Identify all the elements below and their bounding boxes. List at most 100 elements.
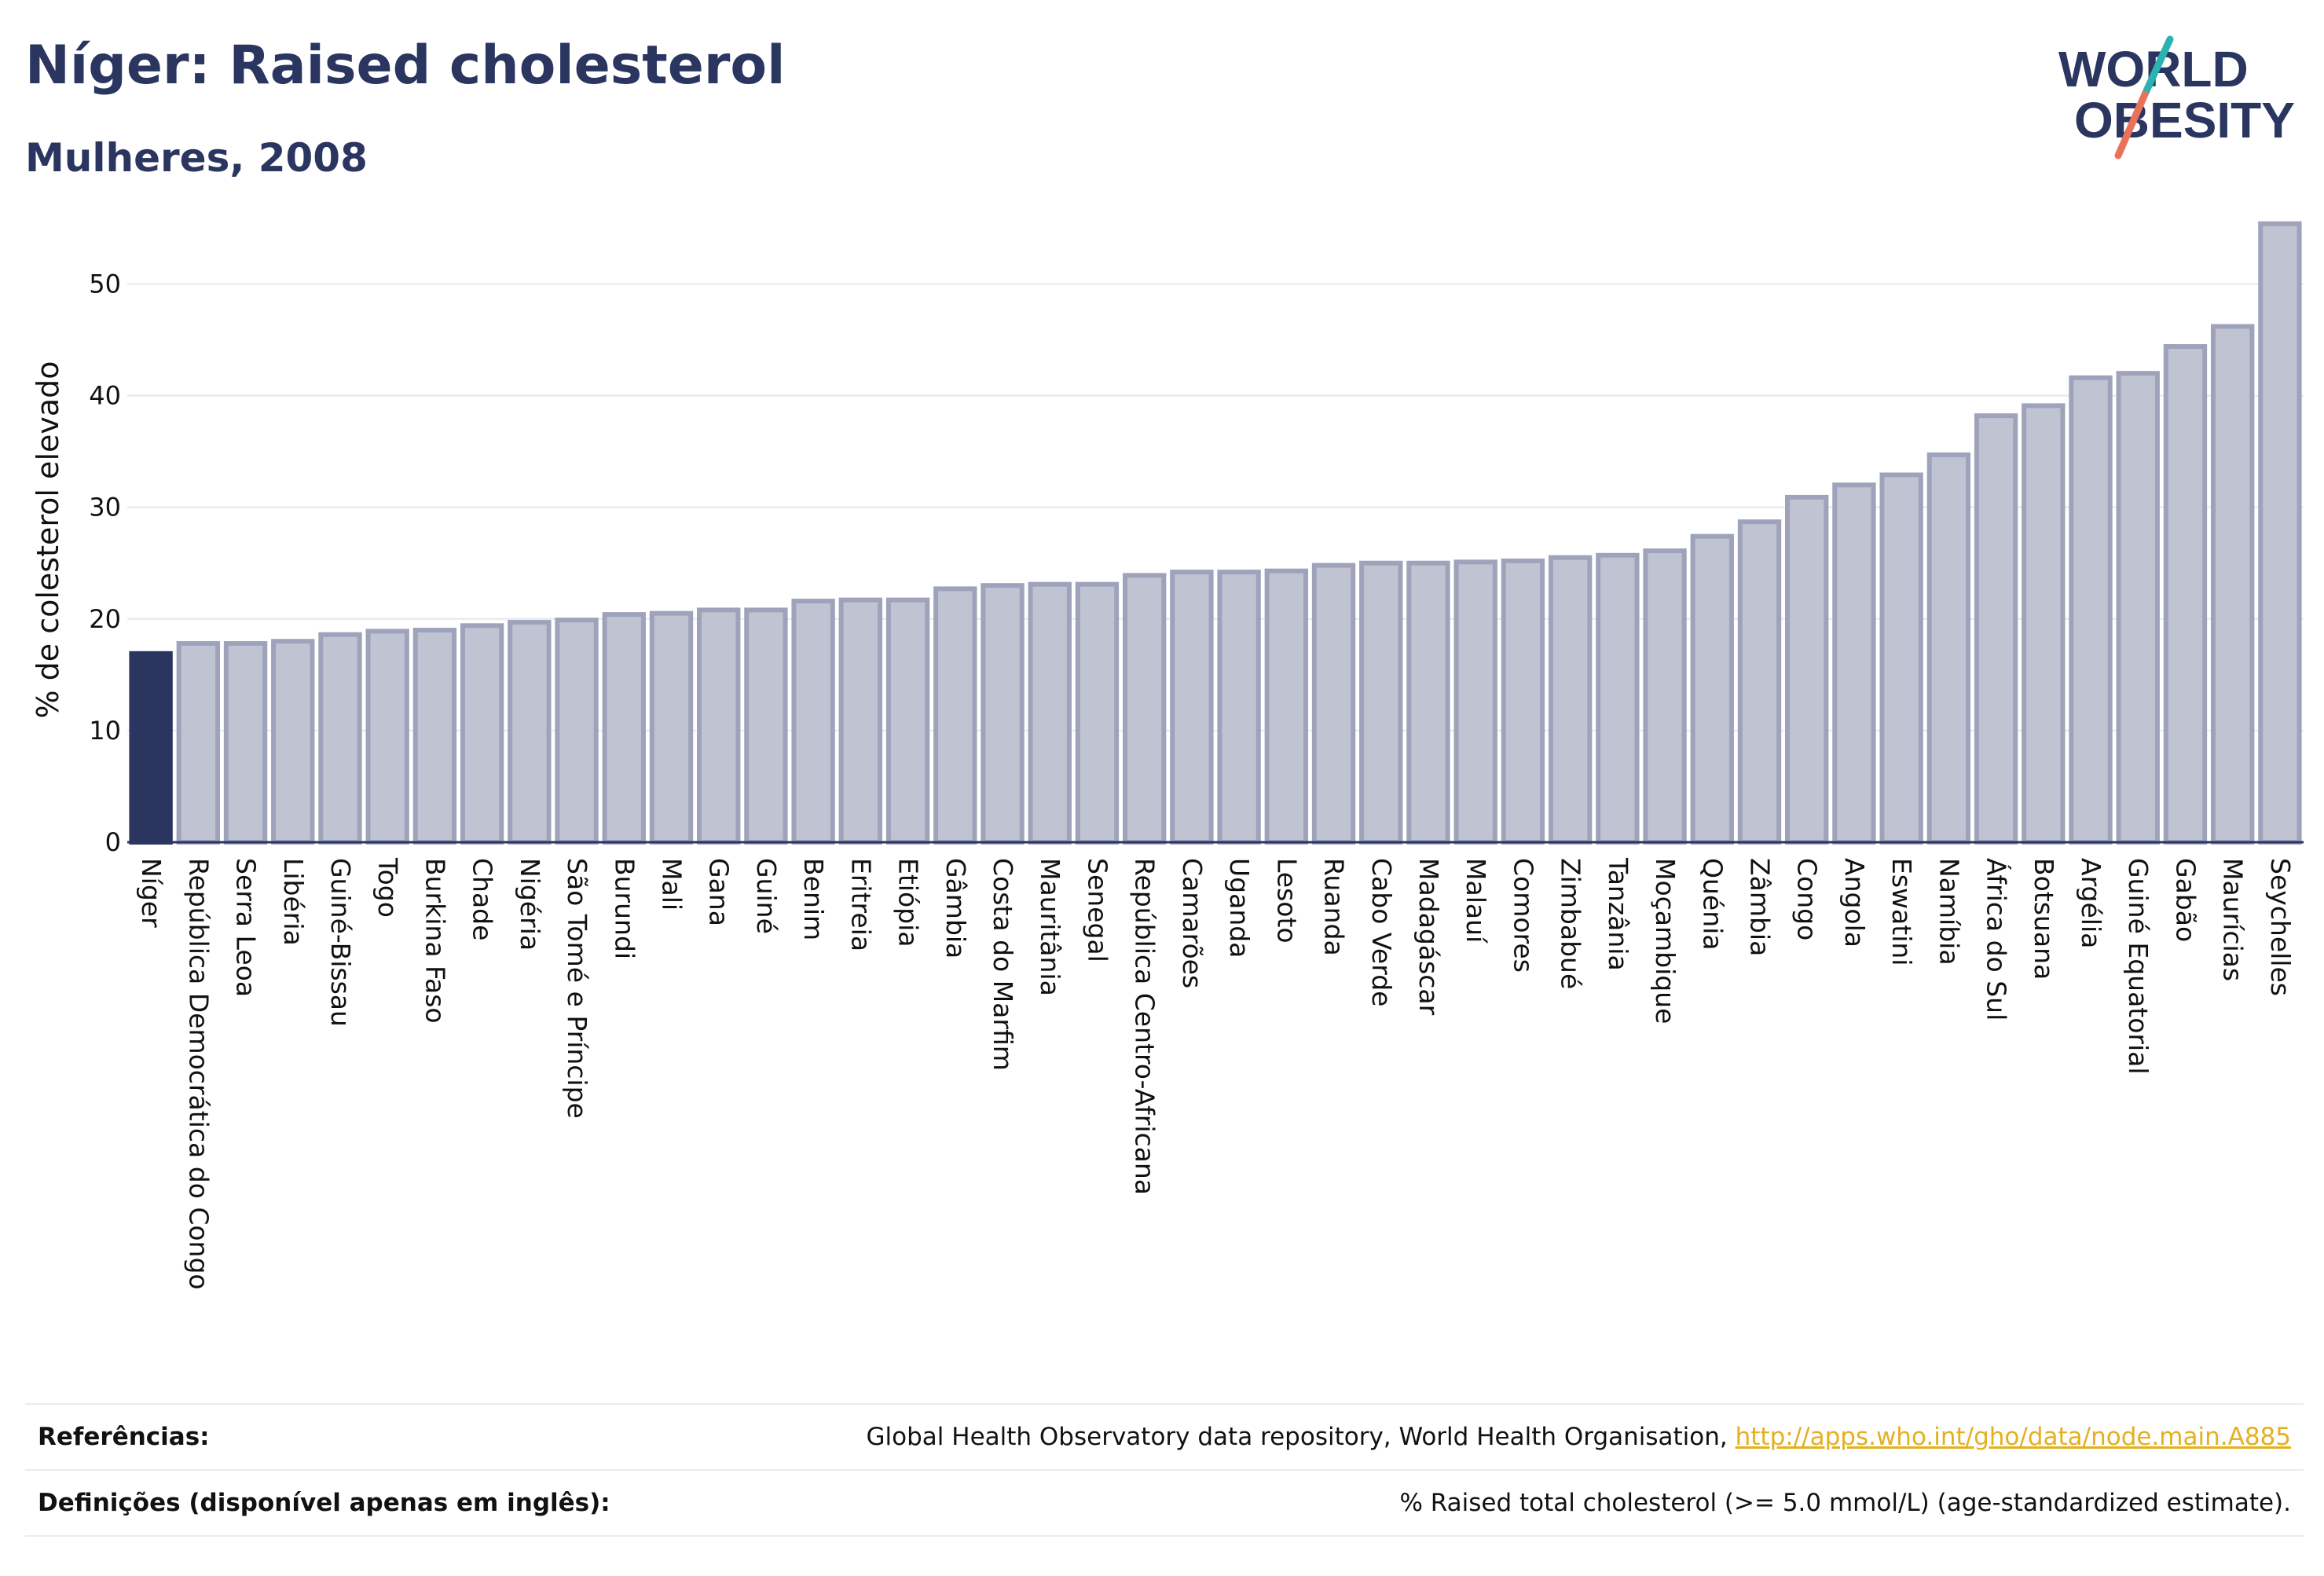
bar-burundi[interactable] [602,612,646,845]
bar-mauritânia[interactable] [1028,581,1072,845]
x-tick-label: Mauritânia [1035,858,1065,996]
bar-república-democrática-do-congo[interactable] [176,641,221,845]
definitions-label: Definições (disponível apenas em inglês)… [38,1489,610,1517]
bar-serra-leoa[interactable] [223,641,268,845]
bar-benim[interactable] [791,599,835,845]
x-tick-label: Benim [798,858,829,940]
y-tick-label: 20 [89,604,121,634]
bar-áfrica-do-sul[interactable] [1974,413,2018,845]
x-tick-label: Serra Leoa [231,858,262,997]
bar-madagáscar[interactable] [1406,560,1450,845]
x-tick-label: Madagáscar [1413,858,1444,1016]
x-tick-label: Burundi [609,858,640,959]
bar-nigéria[interactable] [508,620,552,845]
logo-slash-coral [2114,90,2149,159]
bar-zimbabué[interactable] [1548,555,1593,845]
x-tick-label: Ruanda [1319,858,1350,956]
bar-guiné-equatorial[interactable] [2116,371,2160,845]
bar-burkina-faso[interactable] [412,628,457,845]
x-tick-label: Guiné-Bissau [325,858,356,1027]
bar-eswatini[interactable] [1879,472,1923,845]
bar-zâmbia[interactable] [1737,519,1782,845]
page-subtitle: Mulheres, 2008 [25,135,368,181]
y-tick-label: 0 [105,827,121,857]
bar-lesoto[interactable] [1264,568,1309,845]
bar-chade[interactable] [460,623,504,845]
bar-namíbia[interactable] [1926,452,1971,845]
bar-cabo-verde[interactable] [1359,560,1403,845]
footer-divider-mid [25,1469,2304,1471]
definitions-text: % Raised total cholesterol (>= 5.0 mmol/… [1399,1489,2291,1517]
x-tick-label: Lesoto [1271,858,1302,944]
y-tick-label: 40 [89,381,121,411]
references-link[interactable]: http://apps.who.int/gho/data/node.main.A… [1735,1423,2291,1451]
bar-seychelles[interactable] [2258,221,2302,845]
footer-divider-bottom [25,1535,2304,1537]
bar-tanzânia[interactable] [1596,552,1640,845]
references-label: Referências: [38,1423,210,1451]
x-tick-label: Uganda [1224,858,1255,958]
x-tick-label: Libéria [278,858,309,946]
bar-senegal[interactable] [1075,581,1120,845]
x-tick-label: Senegal [1082,858,1113,962]
bar-gabão[interactable] [2163,344,2208,845]
x-tick-label: Tanzânia [1603,857,1633,971]
x-tick-label: Eswatini [1886,858,1917,966]
bar-mali[interactable] [649,610,694,845]
bar-camarões[interactable] [1170,570,1214,845]
footer-divider-top [25,1403,2304,1405]
logo-line2: OBESITY [2074,92,2295,148]
x-tick-label: Nigéria [515,858,545,951]
bar-guiné-bissau[interactable] [318,632,362,845]
x-tick-label: Gâmbia [940,858,971,958]
bar-eritreia[interactable] [838,597,883,845]
x-tick-label: Maurícias [2218,858,2249,981]
bar-guiné[interactable] [744,607,788,845]
bar-gana[interactable] [697,607,741,845]
bar-quénia[interactable] [1690,533,1734,845]
world-obesity-logo[interactable]: WORLD OBESITY [2043,31,2310,165]
x-tick-label: Guiné [751,858,782,934]
bar-costa-do-marfim[interactable] [981,583,1025,845]
bar-são-tomé-e-príncipe[interactable] [555,618,599,845]
bar-república-centro-africana[interactable] [1122,573,1167,845]
bar-maurícias[interactable] [2210,324,2255,845]
x-tick-label: Zimbabué [1556,858,1586,989]
bar-libéria[interactable] [271,639,315,845]
x-tick-label: Chade [467,858,498,940]
x-tick-label: Namíbia [1934,858,1964,966]
x-tick-label: Gabão [2170,858,2201,942]
references-value: Global Health Observatory data repositor… [867,1423,2304,1451]
x-tick-label: Gana [704,858,735,926]
bar-ruanda[interactable] [1311,563,1356,845]
x-tick-label: Etiópia [893,858,924,947]
x-tick-label: Burkina Faso [420,858,450,1024]
x-tick-label: Seychelles [2265,858,2296,996]
x-tick-label: Botsuana [2029,858,2059,980]
bar-malauí[interactable] [1453,559,1497,845]
bar-angola[interactable] [1832,482,1876,845]
x-tick-label: Congo [1792,858,1823,940]
x-tick-label: República Centro-Africana [1130,858,1160,1195]
x-tick-label: São Tomé e Príncipe [562,858,592,1119]
bar-comores[interactable] [1501,558,1545,845]
x-tick-label: Mali [657,858,687,911]
y-tick-label: 50 [89,269,121,299]
x-tick-label: Eritreia [845,858,876,951]
bar-congo[interactable] [1785,494,1829,845]
y-tick-label: 10 [89,716,121,746]
bar-etiópia[interactable] [885,597,930,845]
bar-togo[interactable] [365,629,409,845]
x-tick-label: África do Sul [1981,858,2013,1021]
x-tick-label: Níger [136,858,167,928]
x-tick-label: Comores [1508,858,1538,973]
bar-botsuana[interactable] [2022,403,2066,845]
bar-moçambique[interactable] [1643,548,1687,845]
bars [129,221,2302,845]
bar-níger[interactable] [129,651,173,845]
bar-gâmbia[interactable] [933,586,977,845]
x-tick-label: Togo [372,857,403,918]
bar-argélia[interactable] [2069,375,2113,845]
logo-slash-teal [2141,35,2174,98]
bar-uganda[interactable] [1217,570,1261,845]
